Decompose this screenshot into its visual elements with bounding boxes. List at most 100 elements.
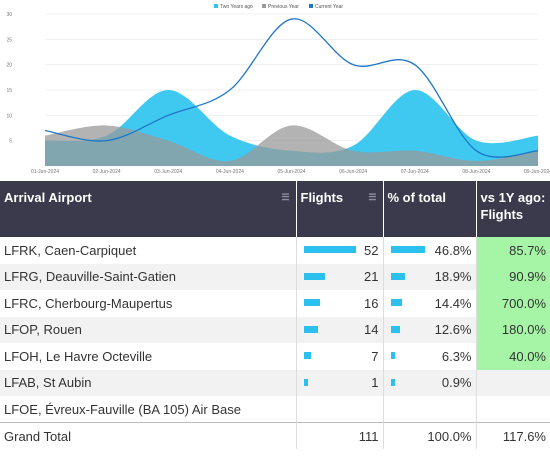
header-vs-1y[interactable]: vs 1Y ago: Flights <box>476 181 550 237</box>
cell-airport: LFRG, Deauville-Saint-Gatien <box>0 263 297 290</box>
flights-value: 16 <box>364 295 379 311</box>
grand-total-vs: 117.6% <box>476 422 550 449</box>
pct-value: 12.6% <box>434 322 472 338</box>
trend-chart: Two Years ago Previous Year Current Year 3… <box>0 0 550 181</box>
pct-value: 14.4% <box>434 295 472 311</box>
cell-flights: 21 <box>296 263 384 290</box>
cell-vs-1y: 85.7% <box>476 237 550 264</box>
flights-bar <box>303 352 311 359</box>
table-row[interactable]: LFRC, Cherbourg-Maupertus 16 14.4% 700.0% <box>0 290 550 317</box>
x-tick-label: 05-Jun-2024 <box>277 169 305 175</box>
y-tick-label: 15 <box>6 88 12 94</box>
cell-flights: 7 <box>296 343 384 370</box>
grand-total-flights: 111 <box>296 422 384 449</box>
table-row[interactable]: LFOH, Le Havre Octeville 7 6.3% 40.0% <box>0 343 550 370</box>
x-tick-label: 09-Jun-2024 <box>524 169 550 175</box>
y-tick-label: 10 <box>6 113 12 119</box>
flights-value: 52 <box>364 242 379 258</box>
cell-pct: 12.6% <box>383 316 477 343</box>
x-tick-label: 08-Jun-2024 <box>462 169 490 175</box>
header-vs-1y-label: vs 1Y ago: Flights <box>480 190 546 222</box>
grand-total-pct: 100.0% <box>383 422 477 449</box>
cell-pct: 46.8% <box>383 237 477 264</box>
sort-icon[interactable]: ☰ <box>368 192 377 202</box>
chart-y-axis: 30 25 20 15 10 5 <box>6 12 12 145</box>
cell-flights: 1 <box>296 369 384 396</box>
chart-x-axis: 01-Jun-2024 02-Jun-2024 03-Jun-2024 04-Jun-… <box>31 169 550 175</box>
pct-bar <box>390 299 402 306</box>
cell-pct: 18.9% <box>383 263 477 290</box>
previous-year-area[interactable] <box>45 125 538 166</box>
header-flights[interactable]: Flights ☰ <box>296 181 384 237</box>
table-row[interactable]: LFRG, Deauville-Saint-Gatien 21 18.9% 90.9% <box>0 263 550 290</box>
grand-total-row: Grand Total 111 100.0% 117.6% <box>0 422 550 449</box>
cell-airport: LFOH, Le Havre Octeville <box>0 343 297 370</box>
x-tick-label: 01-Jun-2024 <box>31 169 59 175</box>
chart-gridlines <box>45 13 538 141</box>
pct-bar <box>390 352 395 359</box>
cell-flights: 52 <box>296 237 384 264</box>
table-row[interactable]: LFOE, Évreux-Fauville (BA 105) Air Base <box>0 396 550 423</box>
table-row[interactable]: LFAB, St Aubin 1 0.9% <box>0 369 550 396</box>
cell-airport: LFAB, St Aubin <box>0 369 297 396</box>
flights-bar <box>303 272 325 280</box>
flights-bar <box>303 325 318 333</box>
trend-chart-svg: Two Years ago Previous Year Current Year 3… <box>6 4 550 175</box>
legend-label[interactable]: Current Year <box>315 4 343 10</box>
chart-legend: Two Years ago Previous Year Current Year <box>214 4 343 10</box>
table-body: LFRK, Caen-Carpiquet 52 46.8% 85.7% LFRG, De… <box>0 237 550 423</box>
cell-vs-1y: 180.0% <box>476 316 550 343</box>
cell-pct <box>383 396 477 423</box>
sort-icon[interactable]: ☰ <box>281 192 290 202</box>
grand-total-label: Grand Total <box>0 422 297 449</box>
y-tick-label: 25 <box>6 37 12 43</box>
cell-airport: LFRC, Cherbourg-Maupertus <box>0 290 297 317</box>
x-tick-label: 06-Jun-2024 <box>339 169 367 175</box>
y-tick-label: 20 <box>6 63 12 69</box>
header-arrival-airport-label: Arrival Airport <box>4 190 92 205</box>
cell-airport: LFOE, Évreux-Fauville (BA 105) Air Base <box>0 396 297 423</box>
airport-table: Arrival Airport ☰ Flights ☰ % of total v… <box>0 181 550 449</box>
flights-value: 1 <box>371 375 379 391</box>
legend-swatch[interactable] <box>214 4 218 8</box>
cell-vs-1y <box>476 396 550 423</box>
y-tick-label: 30 <box>6 12 12 18</box>
chart-series <box>44 18 539 166</box>
header-pct-total-label: % of total <box>387 190 447 205</box>
pct-value: 18.9% <box>434 269 472 285</box>
legend-swatch[interactable] <box>309 4 313 8</box>
current-year-line[interactable] <box>44 18 539 158</box>
cell-pct: 0.9% <box>383 369 477 396</box>
flights-value: 21 <box>364 269 379 285</box>
x-tick-label: 03-Jun-2024 <box>154 169 182 175</box>
pct-value: 46.8% <box>434 242 472 258</box>
flights-value: 14 <box>364 322 379 338</box>
pct-bar <box>390 246 425 253</box>
cell-flights <box>296 396 384 423</box>
cell-vs-1y: 700.0% <box>476 290 550 317</box>
flights-bar <box>303 246 356 253</box>
cell-pct: 6.3% <box>383 343 477 370</box>
cell-vs-1y <box>476 369 550 396</box>
x-tick-label: 04-Jun-2024 <box>216 169 244 175</box>
y-tick-label: 5 <box>9 139 12 145</box>
cell-vs-1y: 90.9% <box>476 263 550 290</box>
cell-flights: 16 <box>296 290 384 317</box>
cell-pct: 14.4% <box>383 290 477 317</box>
pct-bar <box>390 378 395 386</box>
cell-airport: LFRK, Caen-Carpiquet <box>0 237 297 264</box>
header-arrival-airport[interactable]: Arrival Airport ☰ <box>0 181 297 237</box>
table-row[interactable]: LFRK, Caen-Carpiquet 52 46.8% 85.7% <box>0 237 550 264</box>
legend-label[interactable]: Previous Year <box>268 4 299 10</box>
table-row[interactable]: LFOP, Rouen 14 12.6% 180.0% <box>0 316 550 343</box>
header-pct-total[interactable]: % of total <box>383 181 477 237</box>
pct-value: 6.3% <box>441 348 472 364</box>
x-tick-label: 07-Jun-2024 <box>401 169 429 175</box>
cell-flights: 14 <box>296 316 384 343</box>
legend-label[interactable]: Two Years ago <box>220 4 253 10</box>
cell-airport: LFOP, Rouen <box>0 316 297 343</box>
header-flights-label: Flights <box>300 190 344 205</box>
flights-bar <box>303 378 308 386</box>
flights-bar <box>303 299 320 306</box>
legend-swatch[interactable] <box>262 4 266 8</box>
